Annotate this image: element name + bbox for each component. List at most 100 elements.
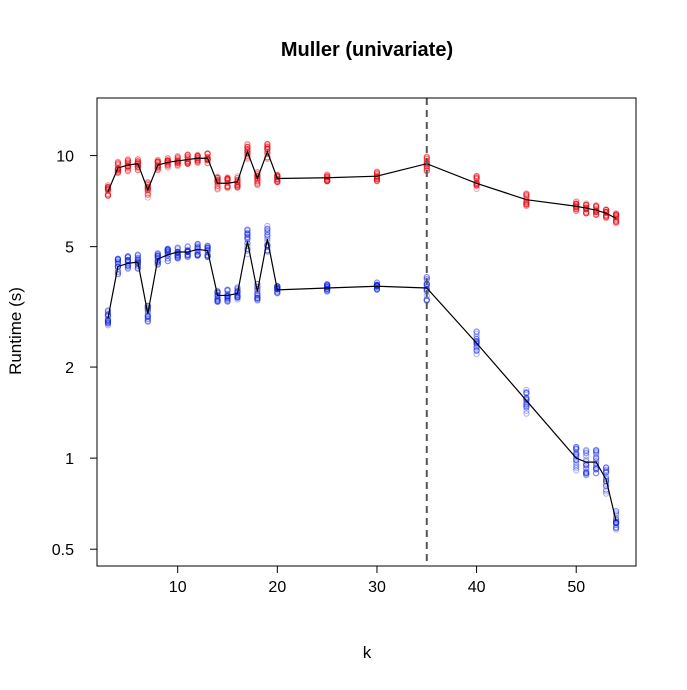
data-point	[373, 171, 381, 178]
data-point	[254, 297, 261, 304]
data-point	[373, 281, 381, 289]
data-point	[124, 256, 131, 264]
data-point	[244, 240, 251, 247]
data-point	[124, 262, 131, 269]
data-point	[593, 446, 600, 453]
data-point	[473, 335, 480, 342]
data-point	[104, 307, 112, 314]
data-point	[583, 209, 590, 216]
data-point	[603, 469, 610, 476]
data-point	[603, 490, 610, 497]
data-point	[473, 175, 480, 182]
data-point	[593, 211, 600, 218]
data-point	[164, 248, 171, 255]
data-point	[154, 250, 161, 258]
data-point	[523, 390, 530, 397]
data-point	[264, 143, 271, 151]
data-point	[124, 157, 131, 164]
data-point	[204, 156, 211, 163]
data-point	[593, 449, 600, 456]
data-point	[254, 295, 261, 302]
data-point	[603, 208, 610, 215]
data-point	[114, 161, 122, 168]
data-point	[324, 173, 331, 180]
data-point	[184, 252, 191, 259]
data-point	[324, 283, 331, 291]
data-point	[104, 309, 112, 316]
data-point	[612, 211, 620, 218]
data-point	[473, 181, 480, 189]
data-point	[583, 209, 590, 217]
data-point	[244, 247, 251, 254]
data-point	[583, 460, 590, 467]
data-point	[224, 175, 231, 183]
data-point	[234, 184, 241, 191]
data-point	[523, 198, 530, 205]
data-point	[174, 250, 181, 257]
data-point	[593, 466, 600, 473]
data-point	[164, 157, 171, 164]
data-point	[214, 297, 221, 304]
data-point	[224, 176, 231, 183]
data-point	[583, 464, 590, 471]
data-point	[194, 156, 201, 163]
data-point	[124, 254, 131, 261]
data-point	[473, 339, 480, 346]
data-point	[603, 206, 610, 213]
x-axis-label: k	[363, 643, 372, 662]
data-point	[264, 143, 271, 150]
data-point	[134, 260, 141, 267]
data-point	[124, 165, 131, 172]
data-point	[523, 201, 530, 208]
data-point	[593, 208, 600, 215]
data-point	[324, 178, 331, 185]
data-point	[124, 156, 131, 163]
data-point	[164, 157, 171, 164]
data-point	[194, 153, 201, 160]
data-point	[324, 177, 331, 185]
data-point	[593, 212, 600, 219]
data-point	[324, 288, 331, 295]
data-point	[244, 143, 251, 150]
data-point	[164, 246, 171, 253]
data-point	[583, 449, 590, 456]
data-point	[274, 290, 281, 297]
data-point	[214, 185, 221, 192]
data-point	[174, 248, 181, 255]
data-point	[264, 140, 271, 148]
data-point	[184, 152, 191, 159]
data-point	[204, 244, 211, 251]
data-point	[224, 185, 231, 192]
data-point	[523, 192, 530, 199]
data-point	[523, 404, 530, 411]
data-point	[224, 175, 231, 183]
data-point	[124, 163, 131, 170]
data-point	[104, 320, 112, 327]
data-point	[264, 243, 271, 250]
data-point	[473, 338, 480, 345]
data-point	[234, 293, 241, 300]
data-point	[134, 254, 141, 261]
data-point	[214, 178, 221, 186]
data-point	[164, 247, 171, 255]
data-point	[184, 160, 191, 167]
data-point	[194, 252, 201, 259]
data-point	[254, 181, 261, 189]
data-point	[224, 293, 231, 300]
data-point	[324, 173, 331, 181]
data-point	[274, 285, 281, 293]
data-point	[373, 178, 381, 185]
data-point	[224, 296, 231, 304]
data-point	[244, 227, 251, 234]
data-point	[593, 470, 600, 477]
data-point	[184, 151, 191, 158]
data-point	[214, 298, 221, 306]
data-point	[104, 319, 112, 326]
data-point	[473, 343, 480, 351]
y-tick-label: 1	[65, 451, 74, 468]
data-point	[114, 166, 122, 173]
data-point	[573, 445, 580, 452]
data-point	[134, 156, 141, 163]
data-point	[224, 296, 231, 303]
